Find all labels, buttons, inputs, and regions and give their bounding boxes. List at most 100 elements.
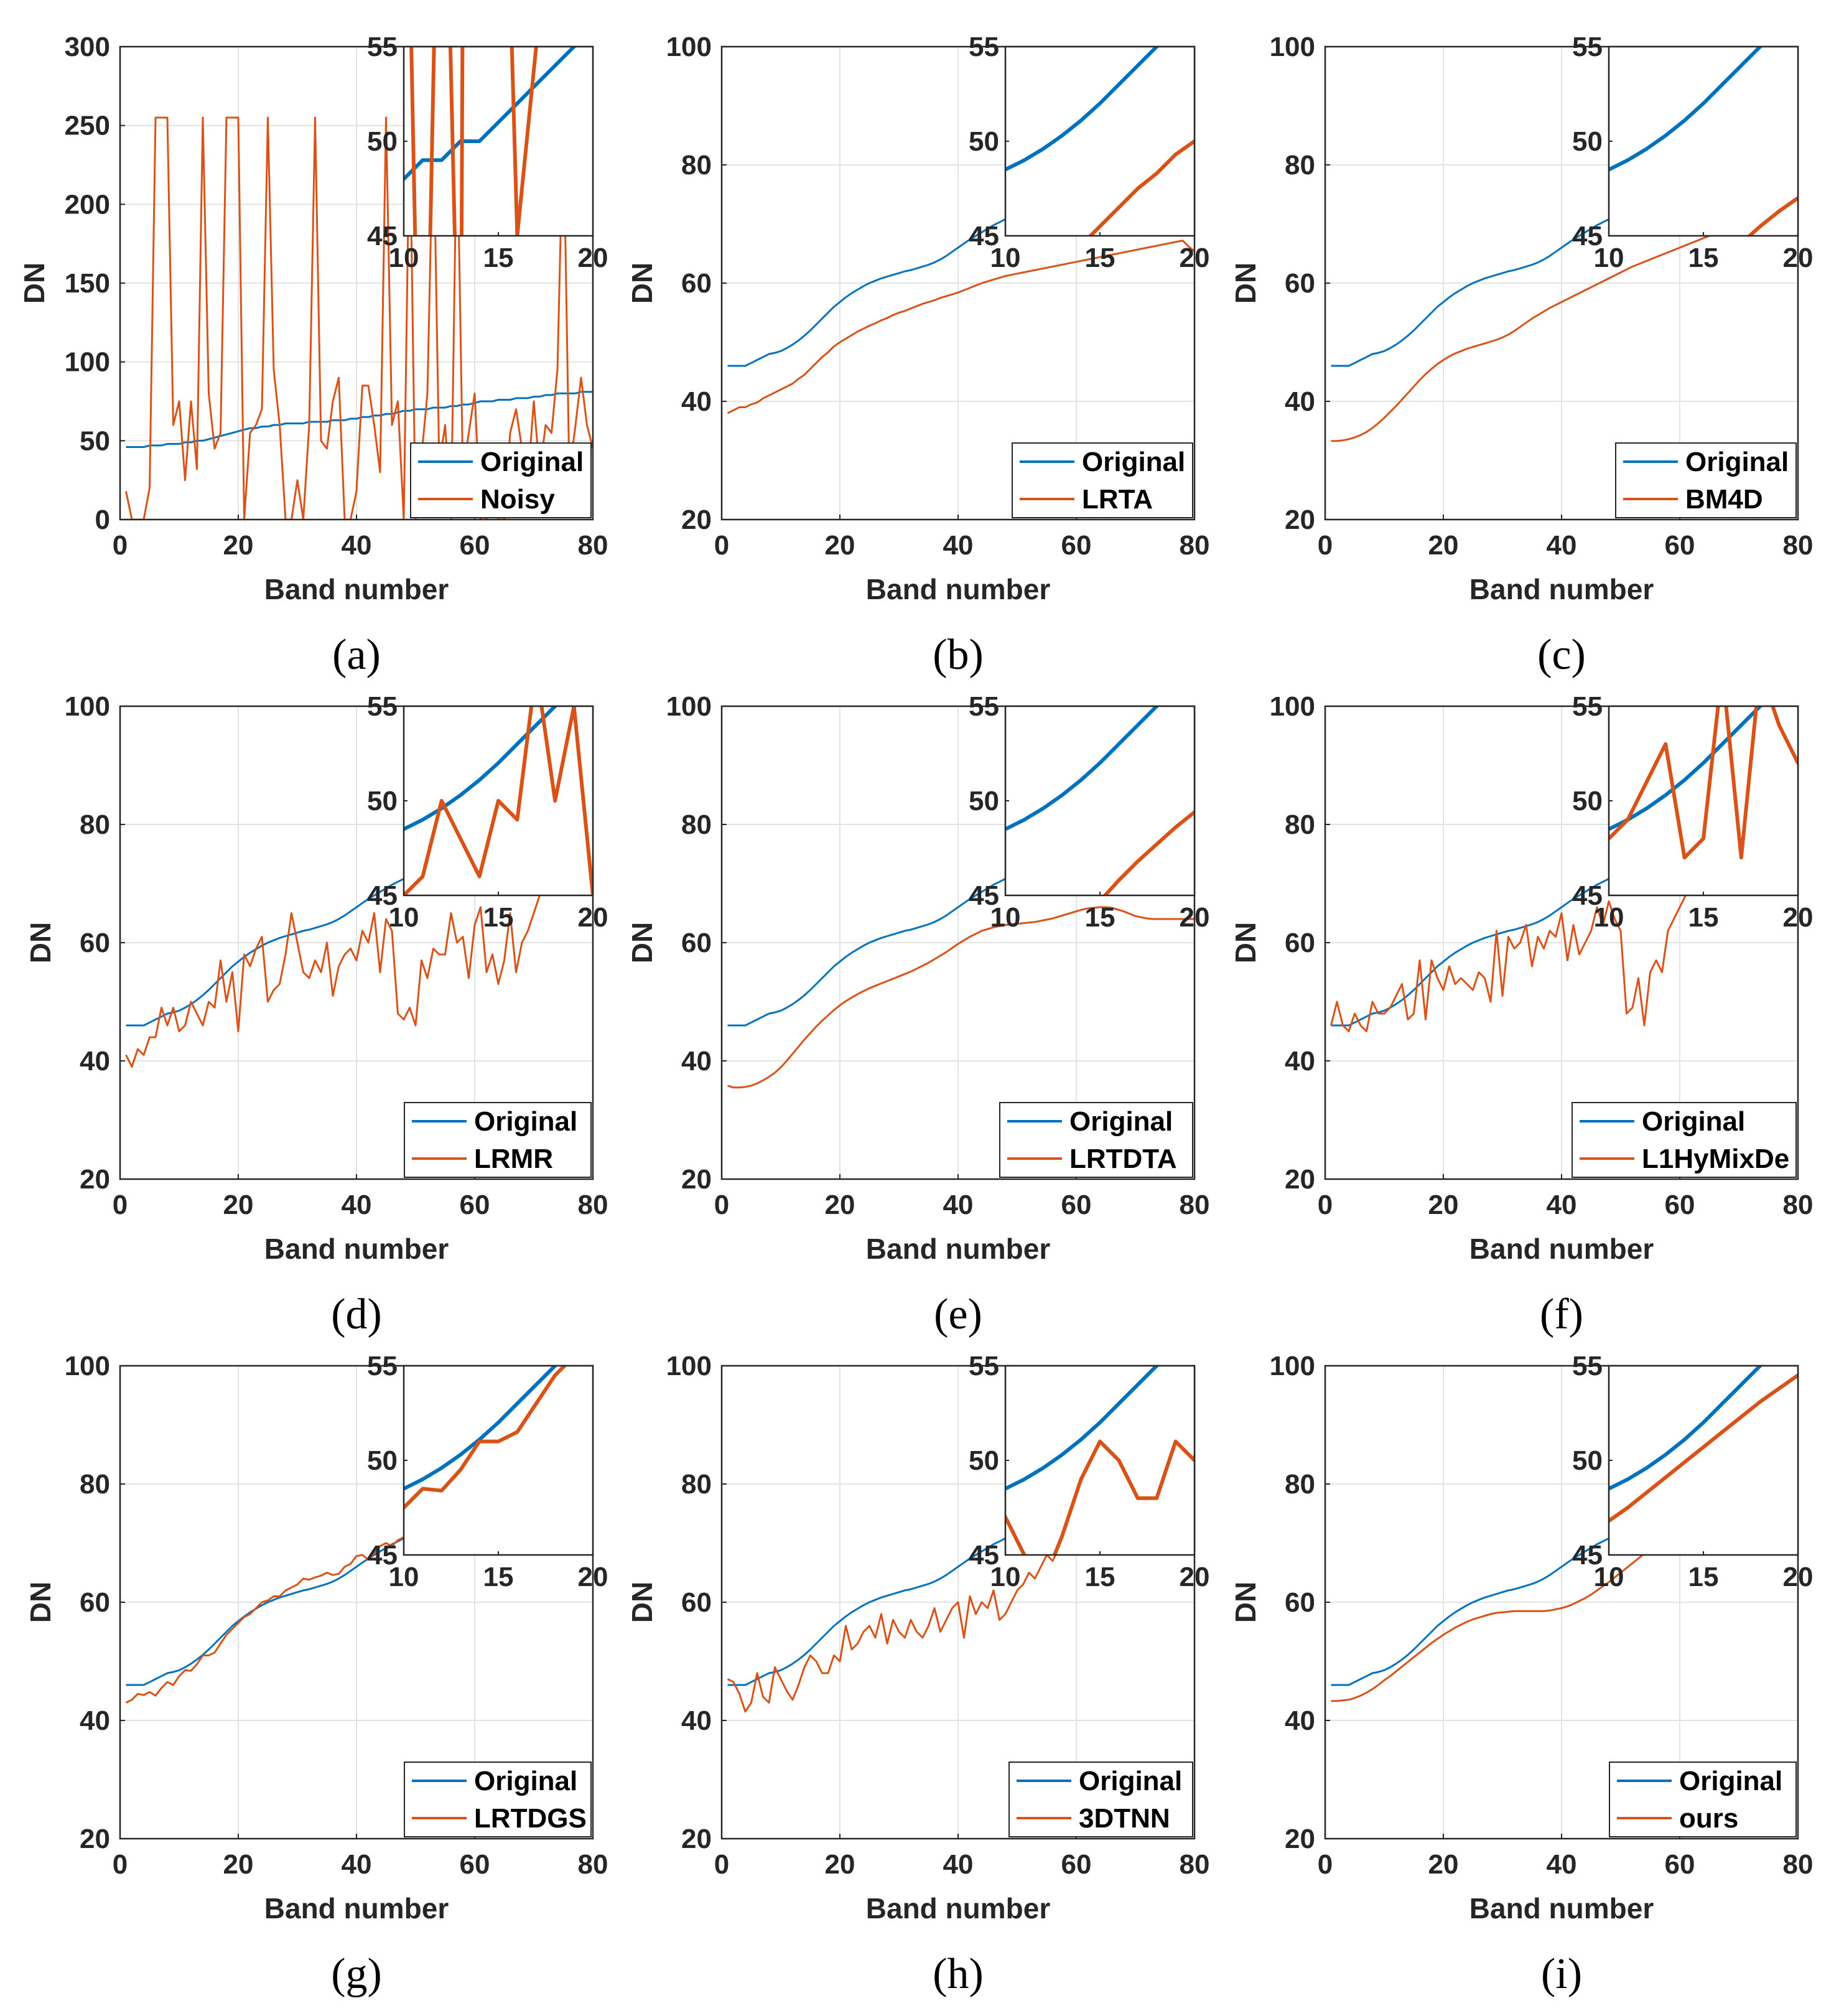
legend-label-lrtdgs: LRTDGS (474, 1803, 587, 1834)
inset-x-tick-label: 15 (1085, 902, 1115, 933)
y-tick-label: 80 (1285, 1469, 1315, 1500)
inset-y-tick-label: 45 (367, 1540, 398, 1570)
y-tick-label: 40 (80, 1706, 110, 1736)
inset-x-tick-label: 10 (389, 902, 419, 933)
y-axis-label: DN (24, 922, 57, 963)
inset-series-l1hymixde-line (1609, 706, 1798, 860)
x-tick-label: 80 (578, 1849, 608, 1880)
x-tick-label: 0 (1318, 530, 1333, 561)
inset-y-tick-label: 50 (1572, 126, 1603, 157)
panel-caption: (g) (331, 1950, 382, 1998)
inset-y-tick-label: 50 (1572, 786, 1603, 816)
inset-y-tick-label: 55 (367, 32, 398, 62)
inset-y-tick-label: 55 (1572, 691, 1603, 722)
inset-d: 10 15 20 45 50 55 (367, 691, 608, 933)
x-tick-label: 40 (1547, 1190, 1577, 1220)
series-original-line (126, 391, 593, 448)
x-tick-label: 60 (1061, 1849, 1092, 1880)
x-tick-label: 60 (1061, 530, 1092, 561)
inset-background (404, 47, 593, 236)
x-tick-label: 40 (943, 1849, 974, 1880)
inset-y-tick-label: 55 (1572, 1351, 1603, 1381)
inset-series-original-line (1609, 47, 1763, 172)
x-axis-label: Band number (1469, 1892, 1654, 1925)
y-tick-label: 40 (1285, 1046, 1315, 1076)
x-tick-label: 40 (342, 530, 372, 561)
legend-label-lrta: LRTA (1082, 484, 1153, 515)
y-tick-label: 20 (681, 505, 712, 535)
inset-background (404, 1366, 593, 1555)
x-tick-label: 0 (1318, 1190, 1333, 1220)
inset-x-tick-label: 20 (1783, 1562, 1814, 1592)
inset-x-tick-label: 15 (1688, 902, 1719, 933)
legend-label-original: Original (1069, 1106, 1173, 1137)
legend-label-original: Original (1079, 1766, 1182, 1796)
x-tick-label: 60 (460, 1190, 490, 1220)
inset-a: 10 15 20 45 50 55 (367, 32, 608, 273)
inset-series-original-line (1609, 706, 1763, 831)
x-axis-label: Band number (866, 573, 1051, 605)
y-tick-label: 60 (80, 928, 110, 958)
inset-x-tick-label: 15 (483, 902, 514, 933)
x-tick-label: 40 (943, 530, 974, 561)
y-tick-label: 100 (666, 1351, 712, 1381)
y-tick-label: 80 (681, 1469, 712, 1500)
x-tick-label: 60 (1665, 530, 1695, 561)
legend-label-3dtnn: 3DTNN (1079, 1803, 1170, 1834)
x-tick-label: 40 (943, 1190, 974, 1220)
y-tick-label: 40 (1285, 386, 1315, 417)
inset-f: 10 15 20 45 50 55 (1572, 691, 1813, 933)
x-tick-label: 80 (1783, 530, 1814, 561)
y-tick-label: 0 (95, 505, 110, 535)
inset-series-original-line (1005, 1366, 1160, 1491)
y-axis-label: DN (1229, 1582, 1262, 1623)
x-axis-label: Band number (264, 1233, 449, 1265)
inset-g: 10 15 20 45 50 55 (367, 1351, 608, 1592)
x-axis-label: Band number (1469, 573, 1654, 605)
inset-y-tick-label: 50 (1572, 1445, 1603, 1476)
inset-series-3dtnn-line (1005, 1439, 1194, 1555)
inset-y-tick-label: 45 (969, 880, 999, 911)
y-tick-label: 20 (1285, 505, 1315, 535)
inset-series-original-line (1005, 47, 1160, 172)
inset-y-tick-label: 45 (367, 221, 398, 251)
y-axis-label: DN (626, 263, 658, 304)
inset-x-tick-label: 10 (389, 1562, 419, 1592)
x-tick-label: 40 (1547, 1849, 1577, 1880)
inset-x-tick-label: 20 (1180, 243, 1210, 273)
x-tick-label: 40 (342, 1190, 372, 1220)
x-tick-label: 20 (825, 530, 855, 561)
inset-y-tick-label: 55 (969, 691, 999, 722)
x-tick-label: 0 (113, 1849, 128, 1880)
inset-x-tick-label: 20 (1783, 243, 1814, 273)
inset-x-tick-label: 20 (1180, 1562, 1210, 1592)
y-tick-label: 100 (65, 1351, 110, 1381)
y-tick-label: 20 (80, 1164, 110, 1195)
inset-background (1005, 47, 1194, 236)
inset-x-tick-label: 15 (1085, 1562, 1115, 1592)
y-tick-label: 40 (681, 1046, 712, 1076)
x-tick-label: 60 (1665, 1849, 1695, 1880)
y-tick-label: 60 (681, 268, 712, 299)
y-axis-label: DN (626, 1582, 658, 1623)
y-tick-label: 250 (65, 111, 110, 141)
y-tick-label: 60 (1285, 268, 1315, 299)
inset-y-tick-label: 45 (367, 880, 398, 911)
y-tick-label: 100 (1270, 1351, 1315, 1381)
y-tick-label: 100 (1270, 32, 1315, 62)
inset-x-tick-label: 20 (578, 1562, 608, 1592)
inset-x-tick-label: 10 (1594, 902, 1624, 933)
x-tick-label: 20 (223, 530, 254, 561)
legend-label-lrtdta: LRTDTA (1069, 1144, 1177, 1174)
inset-x-tick-label: 15 (483, 243, 514, 273)
y-tick-label: 80 (1285, 810, 1315, 840)
y-tick-label: 20 (80, 1824, 110, 1854)
inset-background (1609, 706, 1798, 895)
legend-label-original: Original (1685, 447, 1789, 477)
inset-x-tick-label: 10 (1594, 1562, 1624, 1592)
